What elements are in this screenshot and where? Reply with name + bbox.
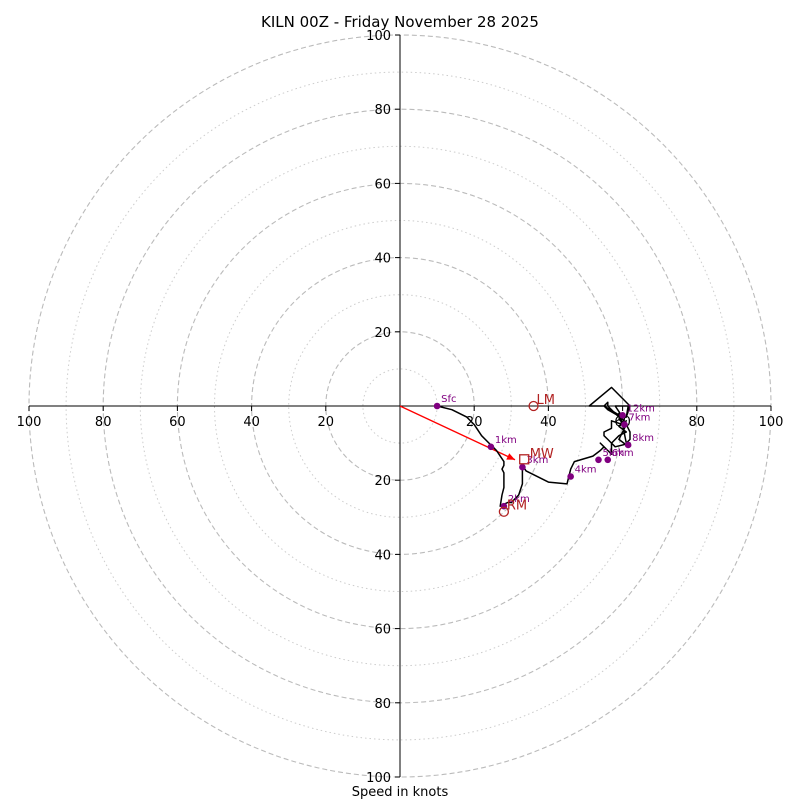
height-label-sfc: Sfc: [441, 394, 456, 405]
rm-marker: [498, 506, 510, 517]
y-tick-label: 80: [374, 697, 391, 712]
height-label-6km: 6km: [612, 448, 634, 459]
x-axis-label: Speed in knots: [352, 785, 449, 800]
storm-motion-points: LM MW RM: [498, 393, 555, 517]
x-tick-label: 40: [243, 415, 260, 430]
chart-title: KILN 00Z - Friday November 28 2025: [261, 13, 539, 31]
y-tick-label: 60: [374, 623, 391, 638]
height-marker-8km: [624, 441, 632, 449]
mean-wind-marker: [519, 454, 530, 465]
lm-label: LM: [537, 393, 555, 408]
height-marker-7km: [621, 421, 628, 428]
tick-labels: 2020202040404040606060608080808010010010…: [17, 29, 784, 786]
y-tick-label: 100: [366, 771, 391, 786]
x-tick-label: 80: [689, 415, 706, 430]
x-tick-label: 60: [169, 415, 186, 430]
height-marker-1km: [487, 443, 495, 451]
x-tick-label: 80: [95, 415, 112, 430]
x-tick-label: 20: [318, 415, 335, 430]
x-tick-label: 20: [466, 415, 483, 430]
y-tick-label: 40: [374, 548, 391, 563]
storm-vector-arrowhead: [506, 453, 516, 460]
height-marker-3km: [519, 463, 526, 471]
mean-wind-label: MW: [530, 447, 554, 462]
wind-trace-line: [436, 386, 631, 507]
height-label-1km: 1km: [495, 435, 517, 446]
y-tick-label: 60: [374, 177, 391, 192]
x-tick-label: 40: [540, 415, 557, 430]
x-tick-label: 100: [17, 415, 42, 430]
height-label-3km: 3km: [526, 455, 548, 466]
height-marker-sfc: [433, 402, 441, 410]
height-label-7km: 7km: [628, 413, 650, 424]
y-tick-label: 80: [374, 103, 391, 118]
rm-label: RM: [507, 499, 527, 514]
hodograph-trace: [436, 386, 631, 507]
y-tick-label: 20: [374, 326, 391, 341]
height-marker-5km: [595, 456, 602, 464]
height-label-5km: 5km: [602, 448, 624, 459]
y-tick-label: 20: [374, 474, 391, 489]
height-marker-6km: [604, 456, 612, 464]
y-tick-label: 100: [366, 29, 391, 44]
height-label-12km: 12km: [627, 403, 655, 414]
height-marker-4km: [567, 473, 574, 480]
height-marker-12km: [619, 411, 626, 419]
lm-marker: [528, 400, 539, 412]
height-label-2km: 2km: [508, 494, 530, 505]
y-tick-label: 40: [374, 252, 391, 267]
height-label-4km: 4km: [575, 464, 597, 475]
x-tick-label: 100: [759, 415, 784, 430]
height-label-8km: 8km: [632, 433, 654, 444]
